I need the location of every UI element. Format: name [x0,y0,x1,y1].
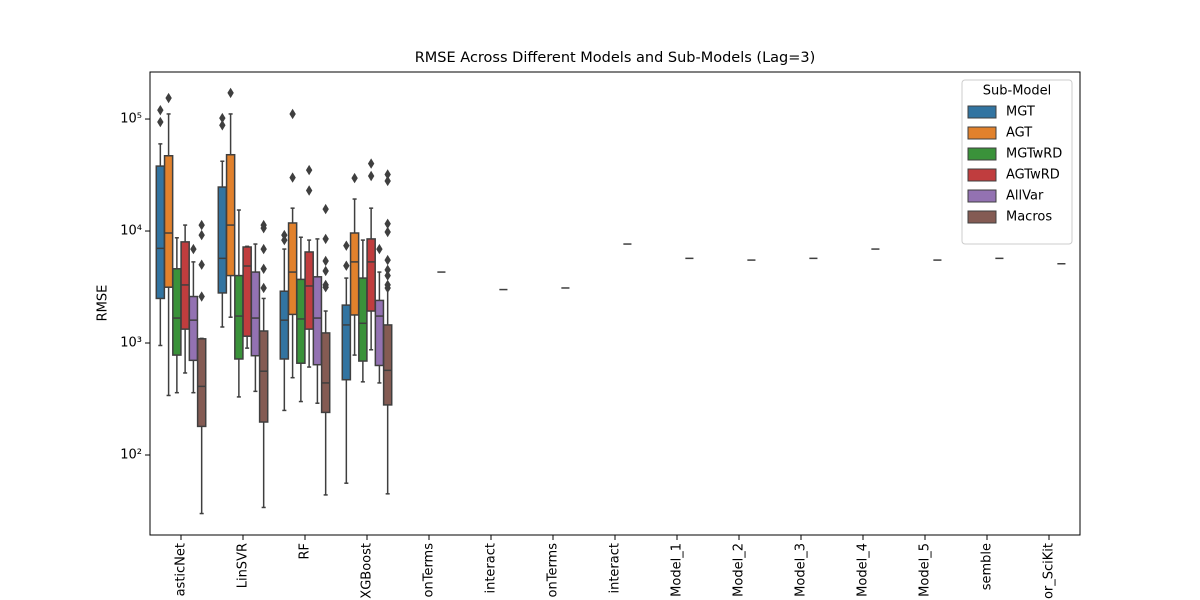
flier [367,170,375,182]
box [374,299,385,367]
box [225,153,236,277]
y-axis-label: RMSE [96,285,111,322]
flier [322,265,329,277]
box [349,232,360,316]
box [366,238,376,312]
box [296,278,306,364]
x-tick-label: Model_2 [732,543,747,597]
box [341,304,352,381]
legend-label: Macros [1006,210,1052,225]
box [304,251,314,330]
flier [190,243,197,255]
legend-label: AllVar [1006,189,1044,204]
box [188,295,199,362]
box [382,324,393,406]
flier [384,226,391,238]
legend-swatch [967,189,997,203]
flier [198,259,205,270]
x-tick-label: LinSVR [236,543,251,588]
box [250,271,261,357]
y-tick-label: 10⁵ [120,112,142,127]
flier [384,264,391,276]
box [234,274,244,360]
box [242,246,252,337]
flier [289,108,296,120]
flier [227,87,234,99]
x-tick-label: Model_3 [794,543,809,597]
box [196,338,207,428]
flier [289,172,296,183]
box [279,290,290,360]
flier [305,164,313,176]
legend-label: MGTwRD [1006,147,1062,162]
legend-swatch [967,126,997,140]
x-tick-label: RF [298,543,313,560]
flier [198,229,205,241]
x-tick-label: Model_1 [670,543,685,597]
legend-box [961,79,1073,245]
flier [198,219,205,231]
flier [260,222,267,234]
box [258,330,269,423]
x-tick-label: XGBoost [360,543,375,599]
x-tick-label: Model_5 [918,543,933,597]
flier [351,172,358,184]
legend-label: AGTwRD [1006,168,1060,183]
flier [384,282,391,294]
flier [260,243,267,255]
y-tick-label: 10³ [120,336,142,351]
x-tick-label: interact [484,543,499,594]
flier [260,282,267,294]
flier [157,104,164,116]
chart-title: RMSE Across Different Models and Sub-Mod… [415,50,816,66]
legend-swatch [967,147,997,161]
flier [367,158,375,169]
flier [384,254,391,266]
flier [322,233,329,245]
legend-label: MGT [1006,105,1035,120]
flier [384,270,391,281]
box [312,276,323,366]
flier [260,263,267,274]
box [172,268,182,356]
flier [376,243,383,255]
flier [343,240,350,251]
y-tick-label: 10⁴ [120,224,142,239]
flier [305,185,313,196]
flier [157,116,164,128]
box [163,155,174,288]
legend-swatch [967,210,997,224]
x-tick-label: interact [608,543,623,594]
flier [322,255,329,267]
flier [343,260,350,271]
box [217,186,228,294]
flier [219,112,226,124]
box [320,332,331,414]
x-tick-label: Model_4 [856,543,871,597]
flier [384,175,391,187]
legend-label: AGT [1006,126,1032,141]
legend-title: Sub-Model [983,84,1051,99]
flier [384,169,391,180]
x-tick-label: onTerms [422,543,437,598]
flier [198,291,205,302]
box [287,222,298,316]
x-tick-label: onTerms [546,543,561,598]
legend-swatch [967,168,997,182]
flier [281,234,288,246]
x-tick-label: asticNet [174,543,189,596]
flier [322,281,329,293]
flier [384,218,391,229]
box [155,165,166,300]
flier [322,203,329,215]
box [358,277,368,362]
x-tick-label: or_SciKit [1042,543,1057,599]
x-tick-label: semble [980,543,995,590]
flier [165,92,172,104]
legend-swatch [967,105,997,119]
flier [219,120,226,131]
y-tick-label: 10² [120,447,142,462]
